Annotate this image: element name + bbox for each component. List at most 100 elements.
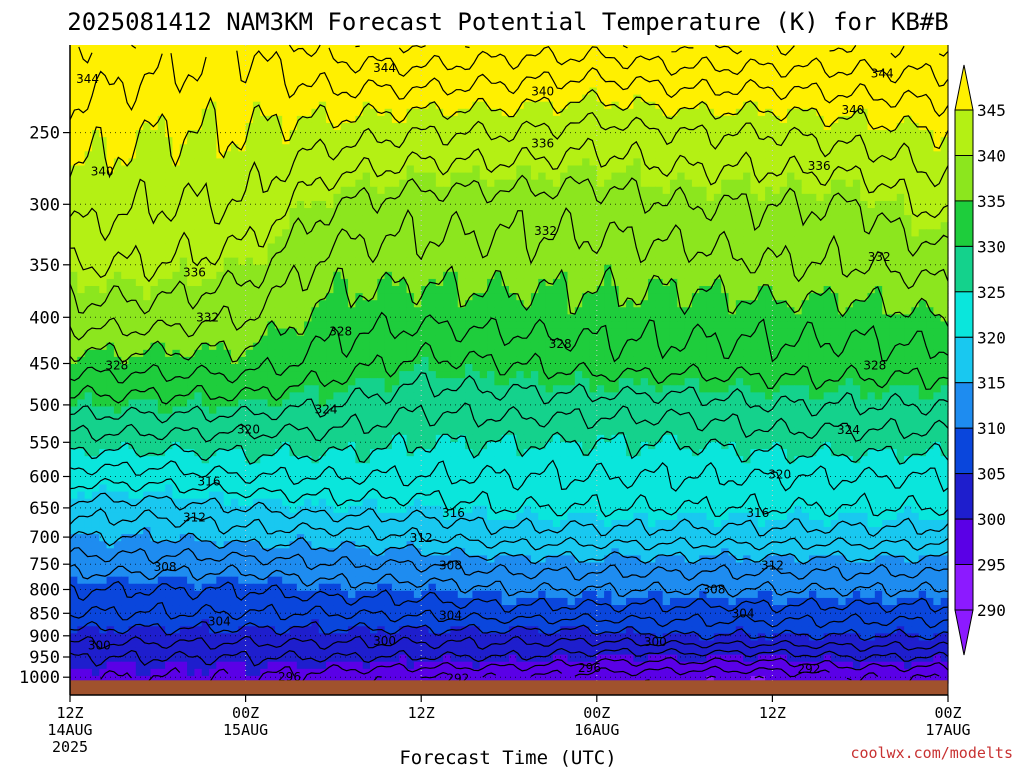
theta-fill-cell <box>896 200 905 209</box>
theta-fill-cell <box>487 250 495 259</box>
theta-fill-cell <box>904 179 913 188</box>
theta-fill-cell <box>487 193 495 202</box>
theta-fill-cell <box>808 300 817 308</box>
theta-fill-cell <box>318 314 327 323</box>
theta-fill-cell <box>852 115 861 124</box>
theta-fill-cell <box>904 151 913 160</box>
theta-fill-cell <box>589 200 598 209</box>
theta-fill-cell <box>106 108 115 117</box>
theta-fill-cell <box>406 236 415 245</box>
theta-fill-cell <box>699 115 708 124</box>
theta-fill-cell <box>552 278 561 287</box>
theta-fill-cell <box>852 257 861 266</box>
theta-fill-cell <box>560 250 569 259</box>
theta-fill-cell <box>384 59 393 67</box>
theta-fill-cell <box>677 108 686 117</box>
theta-fill-cell <box>443 264 452 273</box>
theta-fill-cell <box>545 278 554 287</box>
theta-fill-cell <box>750 115 759 124</box>
theta-fill-cell <box>194 208 203 216</box>
theta-fill-cell <box>626 300 634 308</box>
theta-fill-cell <box>816 151 825 160</box>
theta-fill-cell <box>845 222 854 230</box>
theta-fill-cell <box>296 165 305 174</box>
theta-fill-cell <box>443 271 452 280</box>
theta-fill-cell <box>669 243 678 252</box>
theta-fill-cell <box>187 108 195 117</box>
theta-fill-cell <box>509 80 517 89</box>
theta-fill-cell <box>209 250 217 259</box>
theta-fill-cell <box>926 200 934 209</box>
theta-fill-cell <box>940 314 949 323</box>
theta-fill-cell <box>787 87 795 96</box>
theta-fill-cell <box>684 314 693 323</box>
theta-fill-cell <box>245 307 254 315</box>
theta-fill-cell <box>640 172 649 181</box>
theta-fill-cell <box>845 300 854 308</box>
theta-fill-cell <box>501 328 510 337</box>
theta-fill-cell <box>918 307 927 315</box>
theta-fill-cell <box>479 193 488 202</box>
theta-fill-cell <box>772 151 781 160</box>
theta-fill-cell <box>494 137 503 145</box>
theta-fill-cell <box>582 165 591 174</box>
theta-fill-cell <box>618 328 627 337</box>
theta-fill-cell <box>150 108 159 117</box>
theta-fill-cell <box>779 300 788 308</box>
theta-fill-cell <box>830 80 839 89</box>
theta-fill-cell <box>450 243 459 252</box>
theta-fill-cell <box>428 172 437 181</box>
theta-fill-cell <box>838 321 847 330</box>
theta-fill-cell <box>779 286 788 294</box>
theta-fill-cell <box>413 286 422 294</box>
theta-fill-cell <box>889 208 898 216</box>
theta-fill-cell <box>516 158 525 167</box>
theta-fill-cell <box>516 200 525 209</box>
theta-fill-cell <box>852 45 861 53</box>
theta-fill-cell <box>84 158 93 167</box>
theta-fill-cell <box>289 321 298 330</box>
theta-fill-cell <box>428 45 437 53</box>
theta-fill-cell <box>150 307 159 315</box>
theta-fill-cell <box>91 264 100 273</box>
theta-fill-cell <box>926 257 934 266</box>
theta-fill-cell <box>560 236 569 245</box>
theta-fill-cell <box>618 151 627 160</box>
theta-fill-cell <box>443 137 452 145</box>
theta-fill-cell <box>618 52 627 60</box>
theta-fill-cell <box>757 208 766 216</box>
theta-fill-cell <box>201 94 210 103</box>
theta-fill-cell <box>787 222 795 230</box>
theta-fill-cell <box>391 144 400 152</box>
theta-fill-cell <box>867 307 876 315</box>
theta-fill-cell <box>150 59 159 67</box>
theta-fill-cell <box>304 94 313 103</box>
theta-fill-cell <box>128 59 137 67</box>
theta-fill-cell <box>399 208 408 216</box>
theta-fill-cell <box>530 179 539 188</box>
theta-fill-cell <box>230 264 239 273</box>
theta-fill-cell <box>318 52 327 60</box>
theta-fill-cell <box>677 215 686 223</box>
theta-fill-cell <box>113 250 122 259</box>
theta-fill-cell <box>911 179 920 188</box>
theta-fill-cell <box>787 158 795 167</box>
theta-fill-cell <box>713 243 722 252</box>
theta-fill-cell <box>633 94 642 103</box>
theta-fill-cell <box>860 208 869 216</box>
theta-fill-cell <box>926 66 934 74</box>
theta-fill-cell <box>274 144 283 152</box>
theta-fill-cell <box>852 236 861 245</box>
theta-fill-cell <box>494 271 503 280</box>
theta-fill-cell <box>443 300 452 308</box>
theta-fill-cell <box>509 215 517 223</box>
theta-fill-cell <box>530 94 539 103</box>
theta-fill-cell <box>260 314 269 323</box>
theta-fill-cell <box>150 52 159 60</box>
theta-fill-cell <box>362 307 371 315</box>
theta-fill-cell <box>384 236 393 245</box>
theta-fill-cell <box>904 165 913 174</box>
theta-fill-cell <box>84 335 93 344</box>
theta-fill-cell <box>99 264 108 273</box>
theta-fill-cell <box>179 144 188 152</box>
